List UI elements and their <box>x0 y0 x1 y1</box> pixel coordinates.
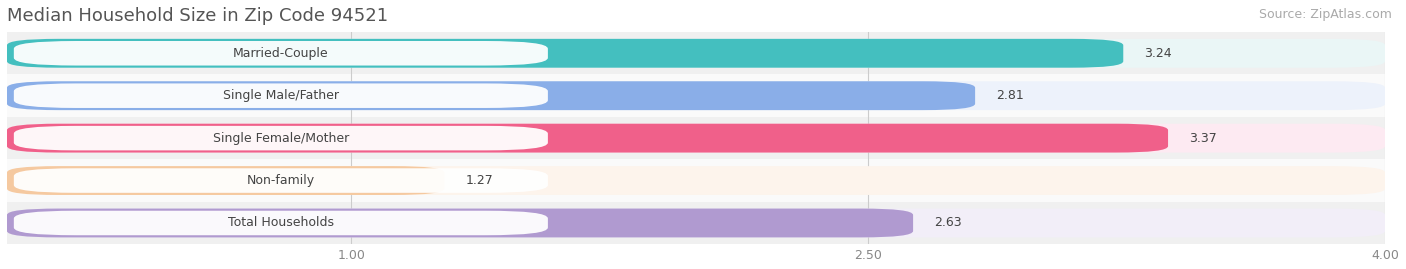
Text: Total Households: Total Households <box>228 217 333 229</box>
Text: 2.63: 2.63 <box>934 217 962 229</box>
Text: Single Female/Mother: Single Female/Mother <box>212 132 349 145</box>
FancyBboxPatch shape <box>7 81 1385 110</box>
FancyBboxPatch shape <box>14 83 548 108</box>
Text: Non-family: Non-family <box>247 174 315 187</box>
Text: 2.81: 2.81 <box>995 89 1024 102</box>
FancyBboxPatch shape <box>14 168 548 193</box>
Text: Married-Couple: Married-Couple <box>233 47 329 60</box>
Text: Single Male/Father: Single Male/Father <box>224 89 339 102</box>
FancyBboxPatch shape <box>7 124 1168 153</box>
FancyBboxPatch shape <box>7 208 912 238</box>
Text: Median Household Size in Zip Code 94521: Median Household Size in Zip Code 94521 <box>7 7 388 25</box>
FancyBboxPatch shape <box>14 126 548 150</box>
Text: 1.27: 1.27 <box>465 174 494 187</box>
FancyBboxPatch shape <box>7 159 1385 202</box>
FancyBboxPatch shape <box>7 202 1385 244</box>
Text: 3.37: 3.37 <box>1188 132 1216 145</box>
FancyBboxPatch shape <box>14 211 548 235</box>
FancyBboxPatch shape <box>7 208 1385 238</box>
FancyBboxPatch shape <box>7 124 1385 153</box>
Text: 3.24: 3.24 <box>1144 47 1171 60</box>
FancyBboxPatch shape <box>7 117 1385 159</box>
FancyBboxPatch shape <box>7 39 1123 68</box>
FancyBboxPatch shape <box>7 166 1385 195</box>
FancyBboxPatch shape <box>7 166 444 195</box>
FancyBboxPatch shape <box>7 32 1385 75</box>
FancyBboxPatch shape <box>14 41 548 66</box>
FancyBboxPatch shape <box>7 75 1385 117</box>
FancyBboxPatch shape <box>7 81 976 110</box>
FancyBboxPatch shape <box>7 39 1385 68</box>
Text: Source: ZipAtlas.com: Source: ZipAtlas.com <box>1258 8 1392 21</box>
